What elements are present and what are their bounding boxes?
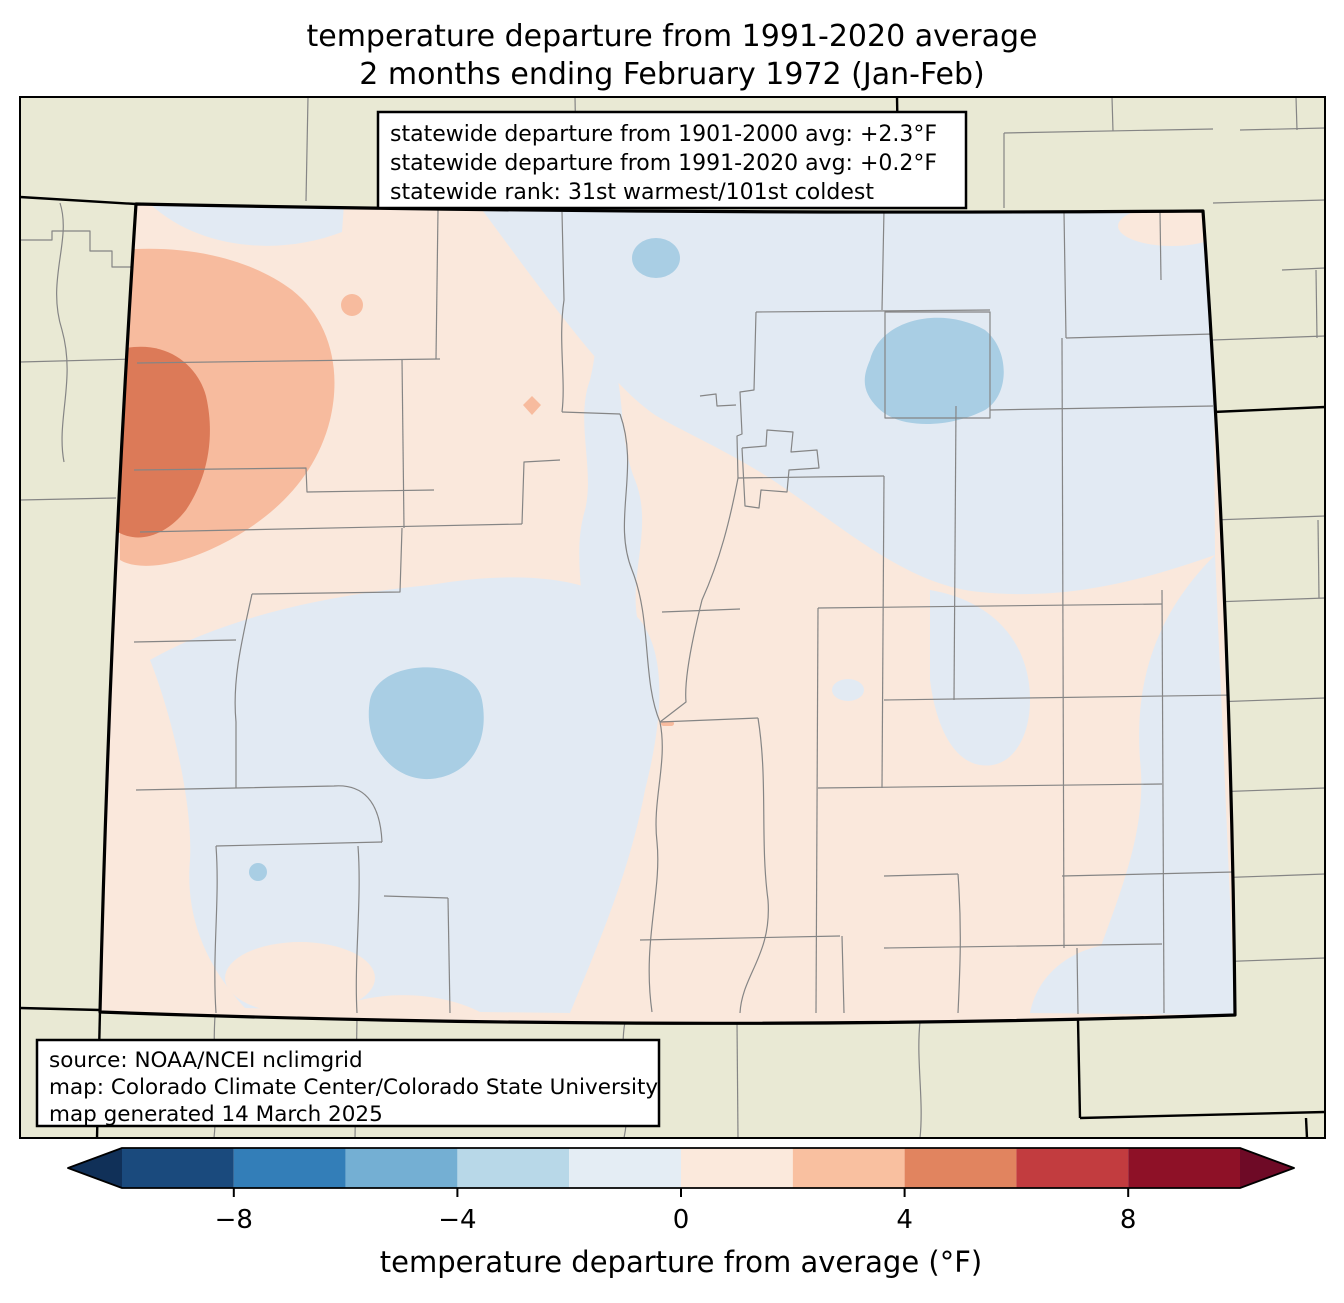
colorado-county-lines: [133, 209, 1235, 1015]
cool-anomaly-light-regions: [150, 204, 1235, 1015]
colorbar-axis-label: temperature departure from average (°F): [380, 1245, 982, 1279]
colorbar-segment: [233, 1148, 346, 1188]
anomaly-field: [118, 204, 1235, 1015]
colorbar-segment: [457, 1148, 570, 1188]
colorbar: −8 −4 0 4 8 temperature departure from avera…: [67, 1147, 1295, 1279]
figure-title-line2: 2 months ending February 1972 (Jan-Feb): [359, 57, 985, 92]
neighbor-county-lines: [20, 97, 1325, 1138]
colorbar-tick-label: −8: [215, 1205, 253, 1235]
colorbar-tick-label: 0: [673, 1205, 690, 1235]
colorbar-segment: [345, 1148, 458, 1188]
colorbar-segment: [1016, 1148, 1129, 1188]
map-canvas: statewide departure from 1901-2000 avg: …: [20, 97, 1325, 1138]
source-line-1: source: NOAA/NCEI nclimgrid: [49, 1048, 363, 1073]
warm-anomaly-core: [118, 346, 210, 538]
colorbar-segment: [681, 1148, 793, 1188]
stats-line-1: statewide departure from 1901-2000 avg: …: [390, 122, 937, 147]
colorbar-segment: [122, 1148, 234, 1188]
colorbar-segment: [792, 1148, 905, 1188]
colorbar-outline: [67, 1147, 1295, 1189]
source-line-3: map generated 14 March 2025: [49, 1102, 383, 1127]
colorbar-segment: [1128, 1148, 1240, 1188]
source-line-2: map: Colorado Climate Center/Colorado St…: [49, 1075, 658, 1100]
colorbar-ticks: −8 −4 0 4 8: [215, 1188, 1137, 1235]
colorbar-tick-label: 4: [896, 1205, 913, 1235]
colorbar-segments: [68, 1148, 1294, 1188]
figure-title-line1: temperature departure from 1991-2020 ave…: [306, 19, 1037, 54]
colorado-state-border: [98, 202, 1237, 1025]
warm-background-patches: [225, 206, 1226, 1014]
colorbar-tick-label: 8: [1120, 1205, 1137, 1235]
cool-anomaly-blobs: [249, 238, 1004, 881]
stats-box: statewide departure from 1901-2000 avg: …: [376, 110, 968, 210]
colorbar-segment: [904, 1148, 1017, 1188]
colorbar-over-arrow: [1240, 1148, 1294, 1188]
stats-line-2: statewide departure from 1991-2020 avg: …: [390, 151, 937, 176]
source-box: source: NOAA/NCEI nclimgrid map: Colorad…: [35, 1038, 661, 1128]
map-frame-border: [19, 96, 1326, 1139]
colorbar-under-arrow: [68, 1148, 122, 1188]
stats-line-3: statewide rank: 31st warmest/101st colde…: [390, 180, 874, 205]
colorbar-segment: [569, 1148, 681, 1188]
colorbar-tick-label: −4: [438, 1205, 476, 1235]
